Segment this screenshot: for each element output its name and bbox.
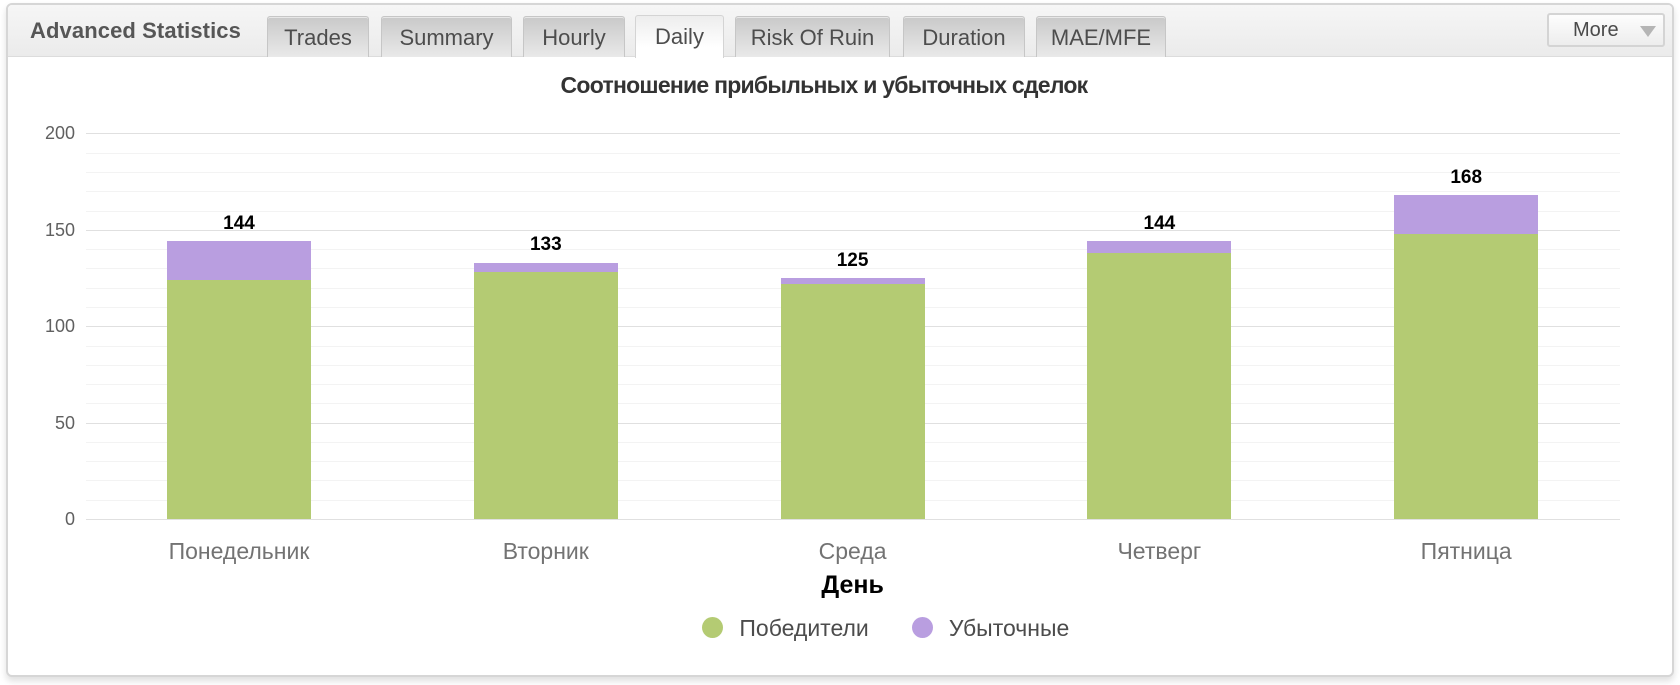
panel-title: Advanced Statistics <box>30 18 241 43</box>
legend-item-label: Победители <box>739 614 869 641</box>
bar-total-label: 133 <box>529 234 562 256</box>
x-axis-label: Вторник <box>502 538 589 564</box>
bar-segment-losers[interactable] <box>473 262 618 273</box>
gridline-major <box>85 519 1620 520</box>
gridline-minor <box>85 152 1620 154</box>
bar-total-label: 144 <box>223 212 255 234</box>
gridline-minor <box>85 191 1620 193</box>
x-axis-label: Понедельник <box>168 538 310 564</box>
gridline-minor <box>85 210 1620 212</box>
bar-segment-winners[interactable] <box>1087 252 1232 519</box>
bar-segment-winners[interactable] <box>473 272 618 519</box>
legend-item-winners[interactable]: Победители <box>702 614 869 641</box>
bar-segment-winners[interactable] <box>780 283 925 519</box>
gridline-minor <box>85 172 1620 173</box>
bar-segment-losers[interactable] <box>1394 195 1539 234</box>
y-axis-label: 150 <box>44 219 75 240</box>
dropdown-caret-icon <box>1640 25 1656 37</box>
legend-marker-winners-icon <box>702 617 724 639</box>
tab-summary[interactable]: Summary <box>381 16 512 57</box>
more-button-label: More <box>1573 18 1619 41</box>
tab-hourly[interactable]: Hourly <box>523 16 625 57</box>
tab-mae-mfe[interactable]: MAE/MFE <box>1036 16 1166 57</box>
chart-title: Соотношение прибыльных и убыточных сдело… <box>560 72 1089 98</box>
gridline-minor <box>85 249 1620 251</box>
y-axis-label: 200 <box>44 123 75 144</box>
more-button[interactable]: More <box>1547 13 1665 47</box>
bar-segment-winners[interactable] <box>167 279 311 519</box>
tab-daily[interactable]: Daily <box>635 15 724 58</box>
bar-segment-winners[interactable] <box>1394 233 1539 519</box>
gridline-minor <box>85 268 1620 270</box>
tab-trades[interactable]: Trades <box>267 16 369 57</box>
y-axis-label: 0 <box>64 509 75 529</box>
bar-total-label: 144 <box>1143 212 1176 234</box>
y-axis-label: 50 <box>54 412 75 433</box>
x-axis-title: День <box>821 571 884 599</box>
bar-segment-losers[interactable] <box>167 241 311 280</box>
tab-risk-of-ruin[interactable]: Risk Of Ruin <box>735 16 890 57</box>
bar-total-label: 168 <box>1450 166 1483 188</box>
bar-total-label: 125 <box>836 249 869 271</box>
bar-segment-losers[interactable] <box>780 278 925 284</box>
bar-segment-losers[interactable] <box>1087 241 1232 253</box>
y-axis-label: 100 <box>44 316 75 337</box>
x-axis-label: Пятница <box>1420 538 1512 564</box>
advanced-statistics-panel: Advanced Statistics Trades Summary Hourl… <box>6 3 1674 677</box>
legend-marker-losers-icon <box>911 617 933 639</box>
gridline-major <box>85 229 1620 231</box>
legend-item-label: Убыточные <box>948 614 1070 641</box>
panel-header: Advanced Statistics Trades Summary Hourl… <box>8 5 1672 58</box>
x-axis-label: Четверг <box>1117 538 1202 564</box>
gridline-major <box>85 133 1620 135</box>
x-axis-label: Среда <box>818 538 887 564</box>
tab-duration[interactable]: Duration <box>903 16 1025 57</box>
legend-item-losers[interactable]: Убыточные <box>911 614 1070 641</box>
